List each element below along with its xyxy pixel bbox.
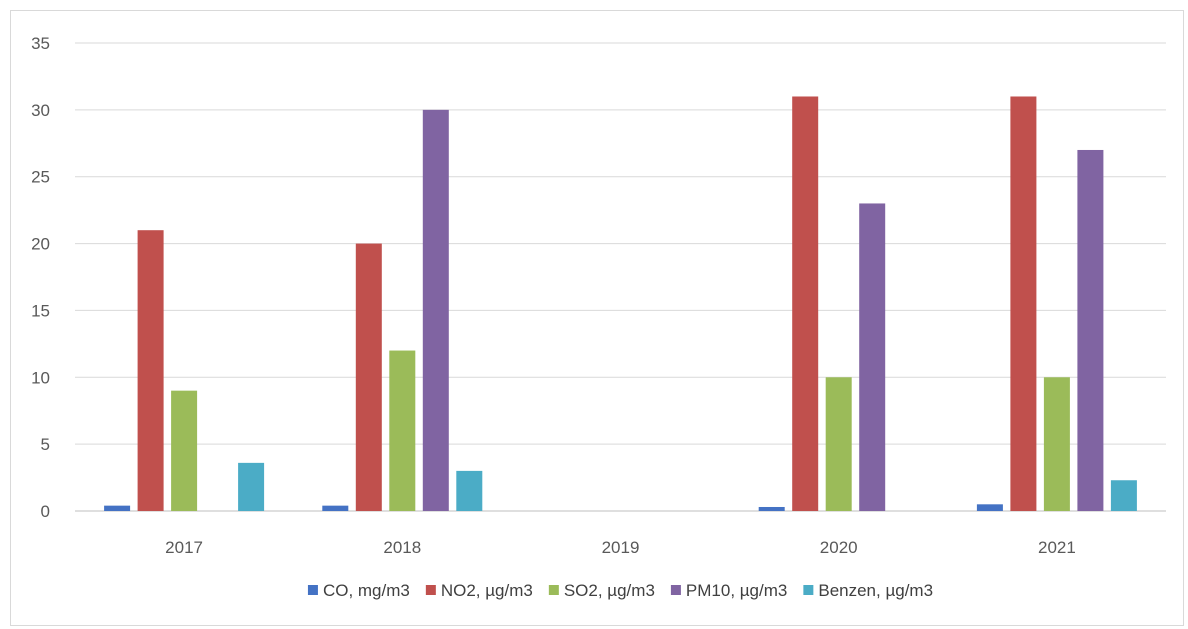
bar bbox=[859, 203, 886, 511]
x-tick-label: 2020 bbox=[820, 538, 858, 557]
legend-swatch bbox=[425, 585, 436, 595]
x-tick-label: 2017 bbox=[165, 538, 203, 557]
bar bbox=[355, 243, 382, 512]
y-tick-label: 25 bbox=[31, 168, 50, 187]
bar bbox=[389, 350, 416, 511]
bar bbox=[104, 505, 131, 511]
bar bbox=[1110, 480, 1137, 511]
legend-swatch bbox=[548, 585, 559, 595]
bar bbox=[1077, 149, 1104, 511]
legend-item: PM10, µg/m3 bbox=[670, 581, 787, 600]
legend-item: NO2, µg/m3 bbox=[425, 581, 533, 600]
bar bbox=[792, 96, 819, 511]
bar bbox=[456, 470, 483, 511]
x-tick-label: 2021 bbox=[1038, 538, 1076, 557]
legend-item: CO, mg/m3 bbox=[307, 581, 410, 600]
x-axis: 2017 2018 2019 2020 2021 bbox=[75, 510, 1166, 557]
legend-label: PM10, µg/m3 bbox=[686, 581, 787, 600]
legend-item: SO2, µg/m3 bbox=[548, 581, 655, 600]
bar bbox=[238, 462, 265, 511]
bar bbox=[322, 505, 349, 511]
bar bbox=[825, 377, 852, 511]
y-tick-label: 5 bbox=[41, 435, 50, 454]
bar bbox=[422, 109, 449, 511]
bar bbox=[1043, 377, 1070, 511]
legend-swatch bbox=[803, 585, 814, 595]
legend-label: NO2, µg/m3 bbox=[441, 581, 533, 600]
bars bbox=[104, 96, 1137, 512]
bar bbox=[137, 230, 164, 511]
gridlines bbox=[75, 42, 1166, 445]
legend: CO, mg/m3 NO2, µg/m3 SO2, µg/m3 PM10, µg/m3… bbox=[307, 581, 933, 600]
y-axis: 0 5 10 15 20 25 30 35 bbox=[31, 34, 50, 521]
bar bbox=[758, 506, 785, 511]
y-tick-label: 10 bbox=[31, 368, 50, 387]
legend-swatch bbox=[670, 585, 681, 595]
legend-label: CO, mg/m3 bbox=[323, 581, 410, 600]
y-tick-label: 0 bbox=[41, 502, 50, 521]
chart-frame bbox=[10, 10, 1184, 626]
bar bbox=[171, 390, 198, 511]
y-tick-label: 15 bbox=[31, 301, 50, 320]
bar bbox=[976, 504, 1003, 511]
y-tick-label: 20 bbox=[31, 235, 50, 254]
legend-label: Benzen, µg/m3 bbox=[818, 581, 933, 600]
y-tick-label: 35 bbox=[31, 34, 50, 53]
y-tick-label: 30 bbox=[31, 101, 50, 120]
x-tick-label: 2018 bbox=[383, 538, 421, 557]
bar bbox=[1010, 96, 1037, 511]
legend-label: SO2, µg/m3 bbox=[564, 581, 655, 600]
legend-swatch bbox=[307, 585, 318, 595]
x-tick-label: 2019 bbox=[602, 538, 640, 557]
legend-item: Benzen, µg/m3 bbox=[803, 581, 933, 600]
